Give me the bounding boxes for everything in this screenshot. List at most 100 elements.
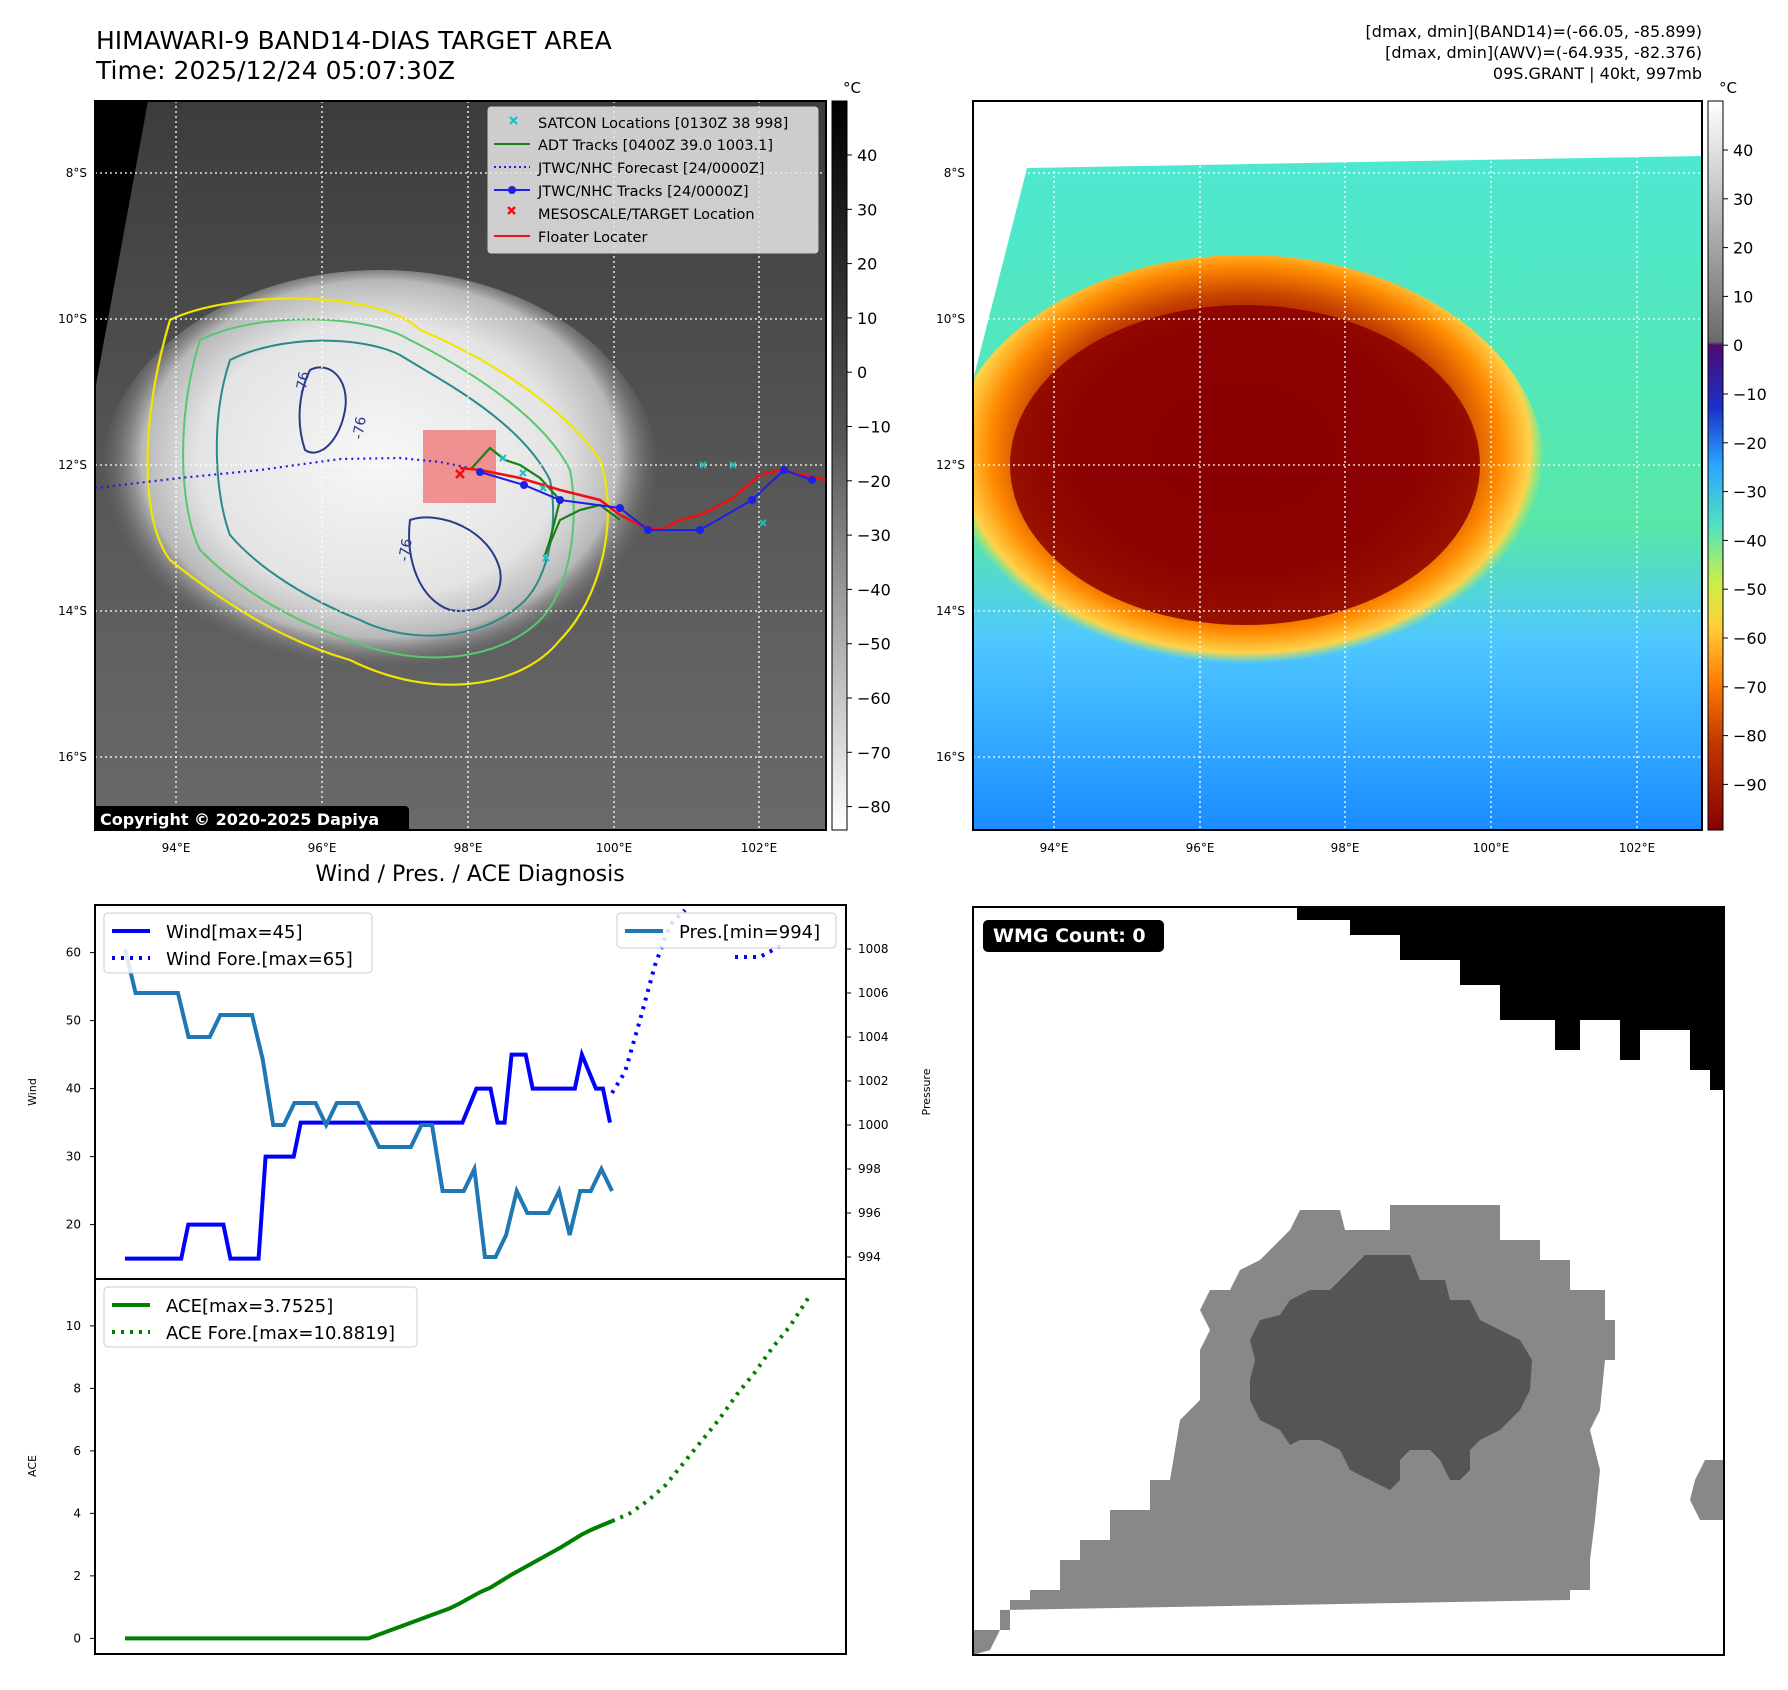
ir-map-frame xyxy=(94,100,827,831)
ir-colorbar-tick: −20 xyxy=(857,472,891,491)
cc-colorbar-tick: −10 xyxy=(1733,385,1767,404)
cc-lat-ticks: 8°S 10°S 12°S 14°S 16°S xyxy=(936,166,965,764)
cc-map-frame xyxy=(972,100,1703,831)
legend-ace-fore: ACE Fore.[max=10.8819] xyxy=(166,1323,395,1344)
cc-colorbar-tick: −90 xyxy=(1733,775,1767,794)
wind-pressure-panel: Wind Pressure 20 30 40 50 60 994 996 998 1000 10… xyxy=(26,904,933,1280)
pressure-ytick-label: 996 xyxy=(858,1206,881,1220)
ace-ytick-label: 4 xyxy=(73,1506,81,1520)
cc-colorbar-tick: 20 xyxy=(1733,239,1753,258)
legend-box xyxy=(487,106,819,254)
mesoscale-target-marker xyxy=(455,469,465,479)
title-line-1: HIMAWARI-9 BAND14-DIAS TARGET AREA xyxy=(96,26,612,55)
legend-adt: ADT Tracks [0400Z 39.0 1003.1] xyxy=(538,138,773,154)
wind-ytick-label: 20 xyxy=(66,1218,81,1232)
target-legend-icon xyxy=(507,206,516,215)
cc-lon-tick: 98°E xyxy=(1331,841,1360,855)
satcon-markers xyxy=(499,454,767,562)
wind-legend xyxy=(103,912,373,974)
wind-ylabel: Wind xyxy=(26,1078,39,1106)
wmg-cold-region-top xyxy=(1297,907,1724,1090)
pressure-ytick-label: 1000 xyxy=(858,1118,889,1132)
ir-lon-tick: 98°E xyxy=(454,841,483,855)
legend-floater: Floater Locater xyxy=(538,230,647,246)
ir-lon-tick: 100°E xyxy=(596,841,633,855)
wind-line xyxy=(125,1047,612,1261)
cc-lat-tick: 8°S xyxy=(944,166,965,180)
jtwc-forecast-track xyxy=(95,456,471,490)
cc-colorbar: °C 40 30 20 10 0 −10 −20 −30 −40 −50 −60 −70 −80 −90 xyxy=(1707,79,1767,831)
ir-lon-ticks: 94°E 96°E 98°E 100°E 102°E xyxy=(162,841,778,855)
ir-lat-ticks: 8°S 10°S 12°S 14°S 16°S xyxy=(58,166,87,764)
contour-teal xyxy=(215,339,555,637)
ir-map-panel: -76 -76 -76 xyxy=(58,100,827,855)
cc-colorbar-tick: −70 xyxy=(1733,678,1767,697)
ir-colorbar-tick: 10 xyxy=(857,309,877,328)
ace-panel: ACE 0 2 4 6 8 10 ACE[max=3.7525] ACE Fore.[ma… xyxy=(26,1278,847,1655)
ir-colorbar-tick: 0 xyxy=(857,363,867,382)
legend-jtwc-tracks: JTWC/NHC Tracks [24/0000Z] xyxy=(537,184,749,200)
ace-legend xyxy=(103,1286,418,1348)
ace-ytick-label: 2 xyxy=(73,1569,81,1583)
pressure-ytick-label: 1002 xyxy=(858,1074,889,1088)
satcon-legend-icon xyxy=(509,116,518,125)
contour-navy-1 xyxy=(298,366,347,454)
cc-colorbar-tick: 40 xyxy=(1733,141,1753,160)
pressure-ytick-label: 998 xyxy=(858,1162,881,1176)
wind-ytick-label: 40 xyxy=(66,1082,81,1096)
legend-pressure: Pres.[min=994] xyxy=(679,922,820,943)
ace-ytick-label: 8 xyxy=(73,1381,81,1395)
cc-lon-ticks: 94°E 96°E 98°E 100°E 102°E xyxy=(1040,841,1656,855)
cc-colorbar-tick: 30 xyxy=(1733,190,1753,209)
ir-colorbar-tick: 30 xyxy=(857,200,877,219)
cc-colorbar-tick: −80 xyxy=(1733,727,1767,746)
pressure-ytick-label: 994 xyxy=(858,1250,881,1264)
pressure-ylabel: Pressure xyxy=(920,1068,933,1115)
info-line-2: [dmax, dmin](AWV)=(-64.935, -82.376) xyxy=(1385,43,1702,62)
ace-line xyxy=(125,1519,613,1641)
cc-colorbar-tick: −20 xyxy=(1733,434,1767,453)
cc-colorbar-tick: 0 xyxy=(1733,336,1743,355)
cc-colorbar-tick: −30 xyxy=(1733,483,1767,502)
cc-colorbar-ramp xyxy=(1707,100,1724,831)
jtwc-legend-dot xyxy=(508,186,516,194)
cc-lon-tick: 102°E xyxy=(1619,841,1656,855)
cc-lon-tick: 96°E xyxy=(1186,841,1215,855)
ir-colorbar-tick: −10 xyxy=(857,418,891,437)
cc-colorbar-tick: 10 xyxy=(1733,287,1753,306)
ir-lat-tick: 8°S xyxy=(66,166,87,180)
contour-navy-2 xyxy=(408,516,502,612)
ir-colorbar: °C 40 30 20 10 0 −10 −20 −30 −40 −50 −60 −70 −80 xyxy=(831,79,891,831)
ir-lat-tick: 10°S xyxy=(58,312,87,326)
pressure-ytick-label: 1004 xyxy=(858,1030,889,1044)
pressure-line xyxy=(123,948,614,1259)
ir-lon-tick: 96°E xyxy=(308,841,337,855)
cc-lat-tick: 10°S xyxy=(936,312,965,326)
pressure-legend xyxy=(616,912,837,949)
wmg-count-badge xyxy=(983,920,1164,952)
ace-ytick-label: 10 xyxy=(66,1319,81,1333)
ir-colorbar-tick: −50 xyxy=(857,635,891,654)
wmg-panel: WMG Count: 0 xyxy=(972,906,1725,1656)
title-line-2: Time: 2025/12/24 05:07:30Z xyxy=(96,56,455,85)
jtwc-track-points xyxy=(476,466,816,534)
contour-label-2: -76 xyxy=(350,415,370,440)
ir-lat-tick: 14°S xyxy=(58,604,87,618)
contour-yellow xyxy=(146,297,609,686)
contour-label-1: -76 xyxy=(293,370,313,395)
ir-colorbar-tick: 20 xyxy=(857,255,877,274)
cc-colorbar-unit: °C xyxy=(1719,79,1737,97)
legend-forecast: JTWC/NHC Forecast [24/0000Z] xyxy=(537,161,764,177)
legend-ace: ACE[max=3.7525] xyxy=(166,1296,333,1317)
copyright-text: Copyright © 2020-2025 Dapiya xyxy=(100,810,379,829)
ir-lon-tick: 102°E xyxy=(741,841,778,855)
cc-lon-tick: 94°E xyxy=(1040,841,1069,855)
ace-ytick-label: 6 xyxy=(73,1444,81,1458)
ir-colorbar-unit: °C xyxy=(843,79,861,97)
ace-ytick-label: 0 xyxy=(73,1631,81,1645)
legend-satcon: SATCON Locations [0130Z 38 998] xyxy=(538,116,788,132)
contour-label-3: -76 xyxy=(396,537,416,562)
legend-wind: Wind[max=45] xyxy=(166,922,303,943)
info-line-3: 09S.GRANT | 40kt, 997mb xyxy=(1492,64,1702,83)
info-line-1: [dmax, dmin](BAND14)=(-66.05, -85.899) xyxy=(1365,22,1702,41)
